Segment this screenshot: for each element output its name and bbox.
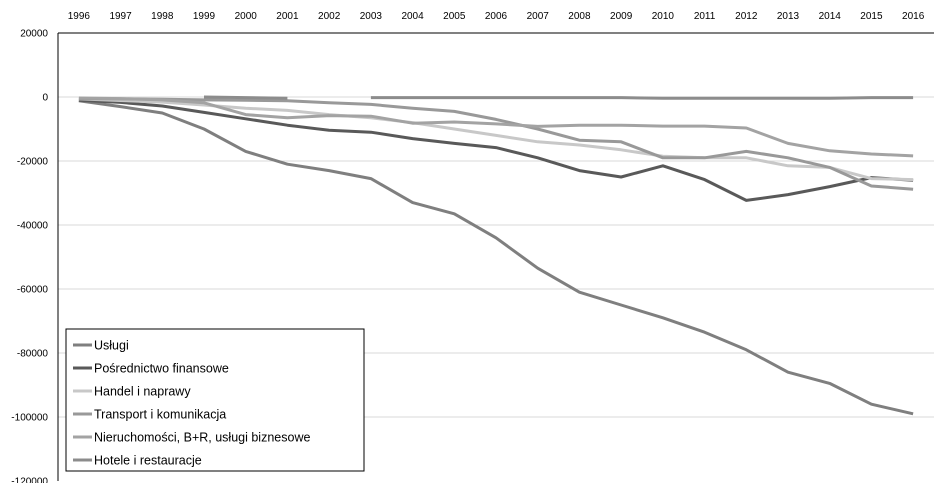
legend-label: Handel i naprawy [94, 385, 191, 399]
x-tick-label: 2008 [568, 11, 591, 22]
legend-label: Usługi [94, 339, 129, 353]
x-tick-label: 2016 [902, 11, 925, 22]
series-line-2 [78, 98, 914, 202]
x-tick-labels: 1996 1997 1998 1999 2000 2001 2002 2003 2004 2005… [68, 11, 925, 22]
series-line-5 [78, 96, 914, 158]
x-tick-label: 2001 [276, 11, 299, 22]
x-tick-label: 2003 [360, 11, 383, 22]
legend-label: Pośrednictwo finansowe [94, 362, 229, 376]
y-tick-label: -100000 [11, 413, 48, 424]
legend-label: Nieruchomości, B+R, usługi biznesowe [94, 431, 310, 445]
y-tick-label: 20000 [20, 29, 48, 40]
x-tick-label: 1996 [68, 11, 91, 22]
series-line-6 [203, 95, 914, 100]
x-tick-label: 2004 [401, 11, 424, 22]
x-tick-label: 2006 [485, 11, 508, 22]
x-tick-label: 2013 [777, 11, 800, 22]
x-tick-label: 2010 [652, 11, 675, 22]
legend-label: Hotele i restauracje [94, 454, 202, 468]
legend-box [65, 328, 365, 472]
legend-label: Transport i komunikacja [94, 408, 226, 422]
x-tick-label: 1997 [109, 11, 132, 22]
y-tick-label: -60000 [17, 285, 49, 296]
y-tick-label: -80000 [17, 349, 49, 360]
series-lines [78, 95, 914, 416]
x-tick-label: 1998 [151, 11, 174, 22]
series-line-1 [78, 99, 914, 416]
y-tick-label: -20000 [17, 157, 49, 168]
y-tick-label: -40000 [17, 221, 49, 232]
x-tick-label: 2002 [318, 11, 341, 22]
x-tick-label: 2012 [735, 11, 758, 22]
x-tick-label: 2000 [235, 11, 258, 22]
y-tick-labels: 20000 0 -20000 -40000 -60000 -80000 -100000 -12… [11, 29, 48, 483]
x-tick-label: 2009 [610, 11, 633, 22]
x-tick-label: 2014 [819, 11, 842, 22]
y-tick-label: 0 [42, 93, 48, 104]
series-line-4 [78, 97, 914, 191]
x-tick-label: 2015 [860, 11, 883, 22]
x-tick-label: 2005 [443, 11, 466, 22]
x-tick-label: 2011 [694, 11, 716, 22]
legend: Usługi Pośrednictwo finansowe Handel i nap… [65, 328, 365, 472]
x-tick-label: 1999 [193, 11, 216, 22]
y-tick-label: -120000 [11, 477, 48, 483]
x-tick-label: 2007 [527, 11, 550, 22]
legend-items: Usługi Pośrednictwo finansowe Handel i nap… [73, 339, 310, 468]
